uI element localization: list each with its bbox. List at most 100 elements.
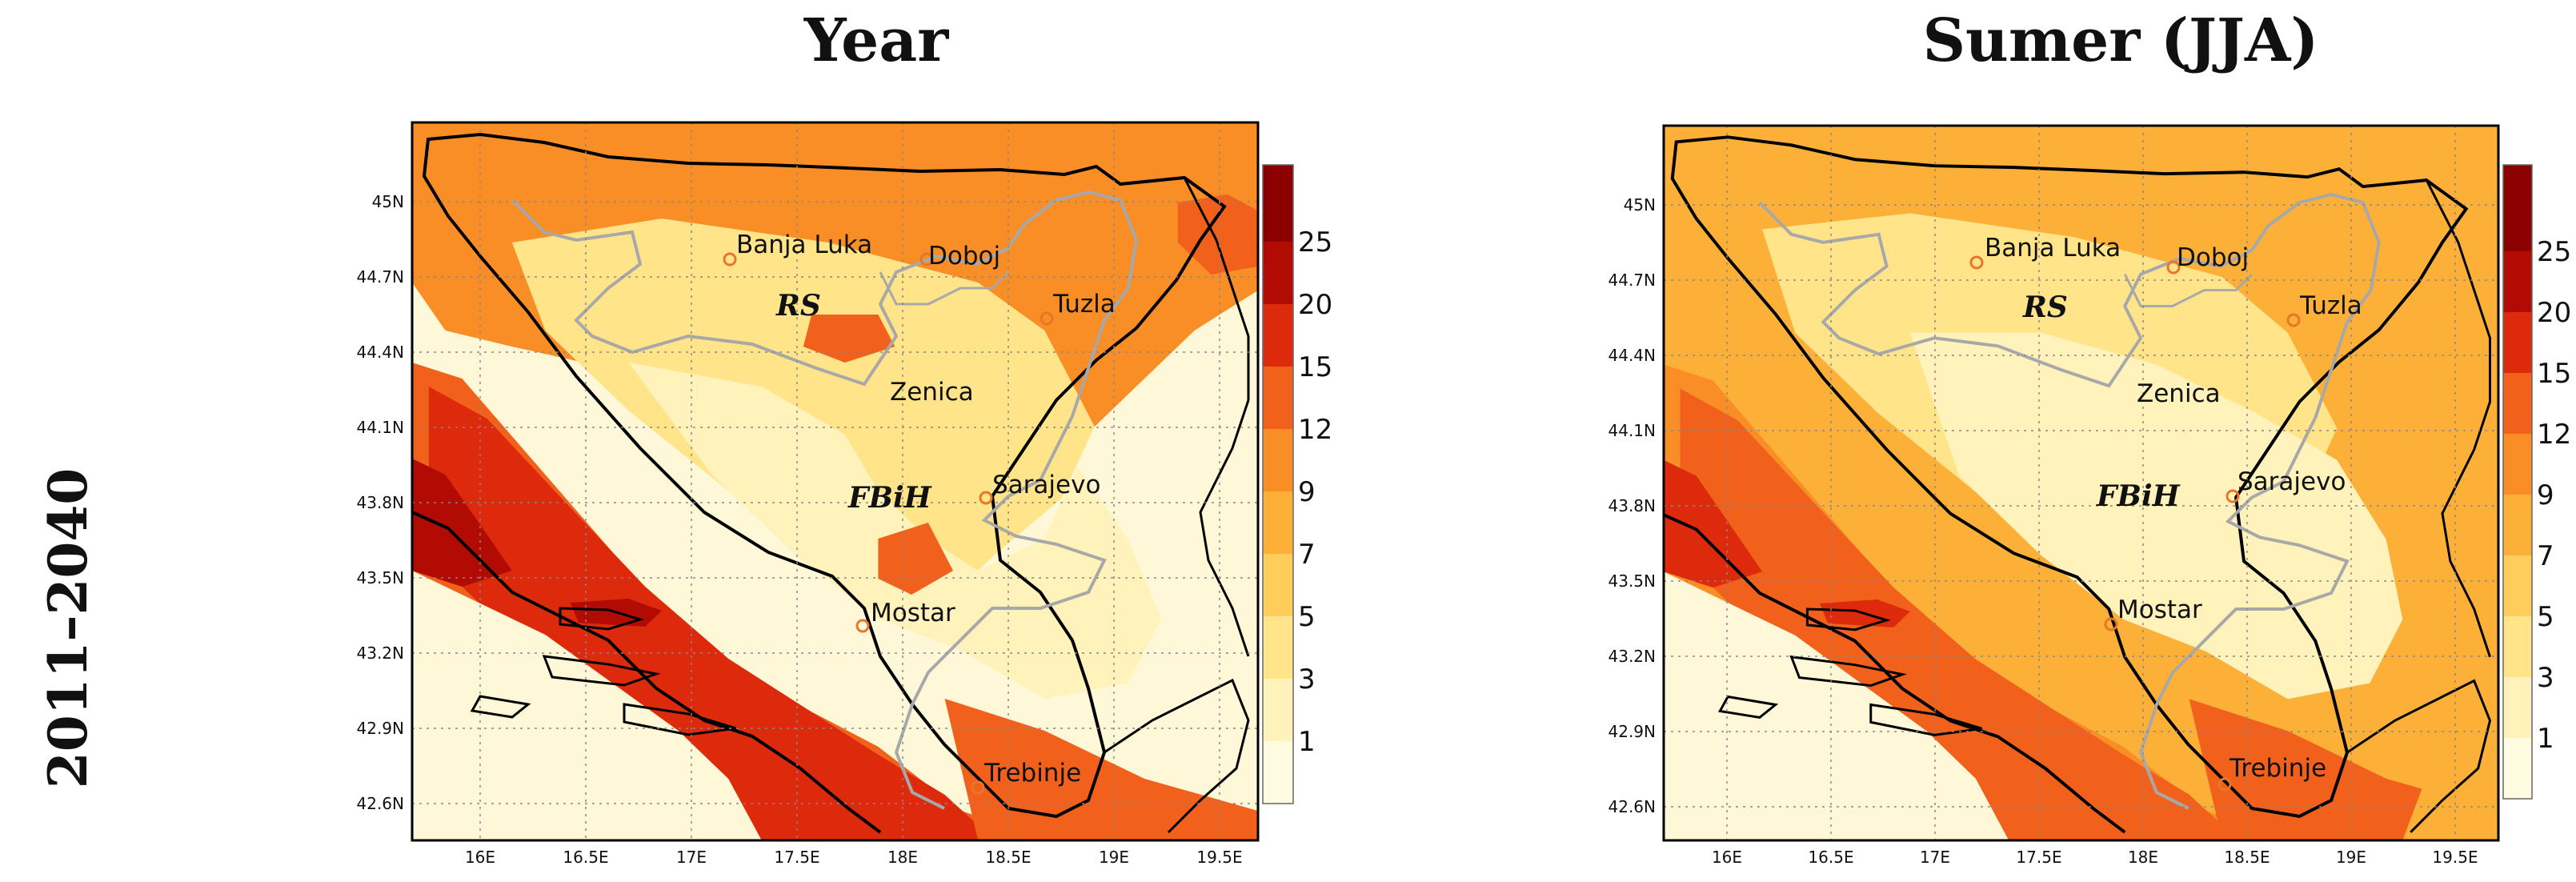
- colorbar-year: 1 3 5 7 9 12 15 20 25: [1262, 164, 1332, 804]
- colorbar-segment: [2503, 312, 2532, 373]
- lat-tick: 43.2N: [357, 643, 405, 663]
- lon-tick: 16.5E: [1808, 848, 1853, 867]
- lon-tick: 18E: [2128, 848, 2158, 867]
- city-label-sarajevo: Sarajevo: [992, 471, 1100, 499]
- map-panel-year: Banja Luka Doboj Tuzla Zenica Sarajevo M…: [357, 121, 1332, 867]
- colorbar-segment: [1263, 367, 1293, 429]
- city-label-mostar: Mostar: [871, 599, 955, 627]
- city-label-sarajevo: Sarajevo: [2237, 467, 2346, 496]
- colorbar-tick: 12: [2537, 419, 2571, 451]
- map-frame: [1662, 124, 2500, 842]
- lon-tick: 17E: [676, 848, 707, 867]
- lon-tick: 18.5E: [985, 848, 1031, 867]
- lon-tick: 19E: [1099, 848, 1129, 867]
- colorbar-segment: [2503, 677, 2532, 738]
- lat-tick: 44.4N: [357, 343, 405, 362]
- city-marker: [979, 491, 993, 505]
- lat-tick: 44.4N: [1608, 346, 1657, 365]
- country-border: [422, 132, 1227, 819]
- city-marker: [919, 252, 934, 267]
- lon-tick: 16E: [1712, 848, 1742, 867]
- colorbar-tick: 3: [2537, 662, 2554, 694]
- entity-label-fbih: FBiH: [847, 481, 932, 515]
- entity-border: [1758, 192, 2381, 810]
- map-frame: [411, 121, 1260, 842]
- city-label-doboj: Doboj: [928, 242, 1000, 271]
- city-marker: [971, 780, 985, 795]
- colorbar-tick: 1: [2537, 723, 2554, 755]
- colorbar-frame: [1262, 164, 1294, 804]
- colorbar-segment: [1263, 679, 1293, 741]
- colorbar-tick: 15: [1298, 351, 1332, 383]
- serbia-border: [1183, 177, 1250, 657]
- coast-border: [412, 511, 882, 834]
- island: [542, 655, 661, 687]
- grid: [412, 122, 1258, 840]
- lat-tick: 45N: [372, 192, 404, 211]
- montenegro-border: [2346, 679, 2492, 833]
- city-marker: [855, 619, 870, 633]
- island: [470, 695, 531, 719]
- colorbar-segment: [2503, 495, 2532, 555]
- city-label-banja-luka: Banja Luka: [1985, 234, 2121, 263]
- colorbar-tick: 25: [2537, 236, 2571, 268]
- panel-title-year: Year: [803, 6, 949, 75]
- city-label-trebinje: Trebinje: [984, 759, 1081, 788]
- lat-tick: 42.9N: [357, 719, 405, 738]
- colorbar-segment: [1263, 242, 1293, 304]
- city-label-banja-luka: Banja Luka: [736, 231, 872, 259]
- island: [1789, 655, 1908, 688]
- city-marker: [1040, 311, 1054, 326]
- lon-tick: 17E: [1920, 848, 1950, 867]
- island: [623, 703, 737, 736]
- country-border: [1670, 135, 2469, 818]
- city-marker: [2225, 489, 2240, 503]
- lat-tick: 43.5N: [1608, 571, 1657, 591]
- lat-tick: 43.5N: [357, 568, 405, 587]
- lon-tick: 18E: [887, 848, 918, 867]
- anomaly-field: [1664, 126, 2498, 840]
- lon-tick: 17.5E: [2016, 848, 2061, 867]
- lon-tick: 16E: [465, 848, 495, 867]
- colorbar-tick: 3: [1298, 664, 1316, 696]
- city-label-mostar: Mostar: [2117, 595, 2202, 624]
- colorbar-segment: [1263, 491, 1293, 554]
- lat-tick: 42.9N: [1608, 722, 1657, 741]
- island: [559, 607, 645, 631]
- lon-tick: 19E: [2336, 848, 2366, 867]
- entity-label-rs: RS: [2022, 291, 2068, 324]
- lat-tick: 43.8N: [357, 493, 405, 512]
- lon-tick: 16.5E: [563, 848, 608, 867]
- montenegro-border: [1104, 678, 1250, 834]
- city-marker: [2217, 777, 2232, 792]
- lon-tick: 19.5E: [1196, 848, 1242, 867]
- city-label-zenica: Zenica: [890, 378, 974, 407]
- entity-border: [2123, 273, 2253, 307]
- entity-label-rs: RS: [775, 289, 821, 323]
- colorbar-segment: [2503, 251, 2532, 312]
- colorbar-tick: 20: [2537, 297, 2571, 329]
- city-label-zenica: Zenica: [2137, 379, 2221, 408]
- entity-border: [879, 271, 1010, 306]
- colorbar-tick: 5: [1298, 601, 1316, 633]
- colorbar-segment: [2503, 165, 2532, 251]
- panel-title-summer: Sumer (JJA): [1922, 6, 2319, 75]
- serbia-border: [2425, 179, 2492, 658]
- city-label-tuzla: Tuzla: [2299, 291, 2362, 320]
- colorbar-tick: 5: [2537, 601, 2554, 633]
- colorbar-segment: [1263, 554, 1293, 616]
- colorbar-tick: 20: [1298, 289, 1332, 321]
- colorbar-tick: 7: [2537, 540, 2554, 572]
- lat-tick: 44.7N: [1608, 271, 1657, 290]
- coast-border: [1664, 513, 2126, 834]
- lon-tick: 18.5E: [2224, 848, 2270, 867]
- lat-tick: 42.6N: [1608, 797, 1657, 816]
- colorbar-segment: [2503, 373, 2532, 434]
- lat-tick: 44.1N: [357, 418, 405, 437]
- entity-border: [511, 190, 1139, 810]
- colorbar-tick: 9: [1298, 476, 1316, 508]
- colorbar-segment: [2503, 555, 2532, 616]
- lon-tick: 19.5E: [2432, 848, 2478, 867]
- city-marker: [723, 252, 737, 267]
